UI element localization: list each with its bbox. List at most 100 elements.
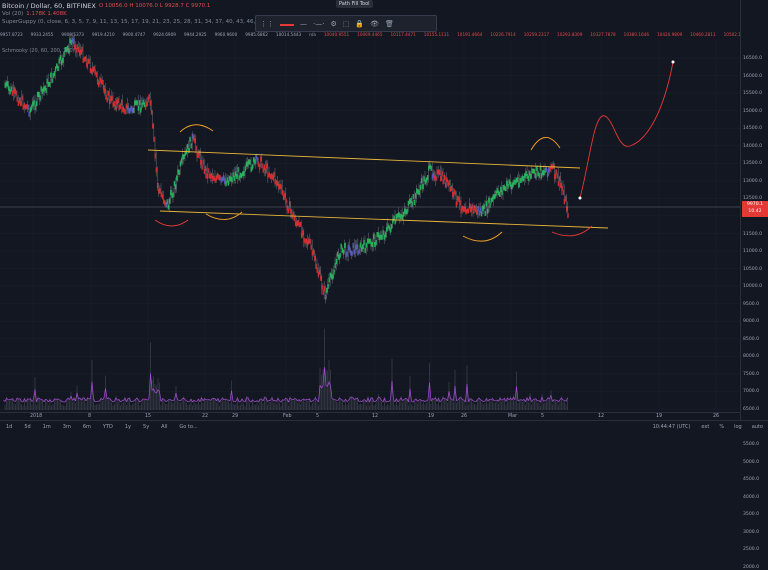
price-tick-label: 10500.0 [743, 267, 762, 272]
timeframe-button[interactable]: Go to... [173, 424, 203, 430]
toolbar-tooltip: Path Fill Tool [336, 0, 373, 8]
line-width-button[interactable]: — [300, 20, 307, 28]
scale-option-button[interactable]: auto [747, 424, 768, 430]
line-color-button[interactable] [280, 20, 294, 28]
price-tick-label: 15000.0 [743, 109, 762, 114]
head-shoulder-arc-2[interactable] [531, 137, 560, 150]
indicator-value: n/a [309, 32, 316, 40]
time-tick-label: 12 [598, 414, 604, 419]
drawing-toolbar: ⋮⋮ — ·—· ⚙ ⬚ 🔒 👁 🗑 [255, 15, 437, 32]
price-tick-label: 2500.0 [743, 547, 759, 552]
indicator-value: 9985.6862 [245, 32, 268, 40]
line-style-button[interactable]: ·—· [313, 20, 324, 28]
indicator-value: 9933.2455 [31, 32, 54, 40]
volume-indicator-values: 1.178K 1.408K [26, 10, 66, 18]
schmooky-indicator-label[interactable]: Schmooky (20, 60, 200, 200) [2, 48, 75, 54]
indicator-value: 10420.9809 [657, 32, 682, 40]
price-tick-label: 13000.0 [743, 179, 762, 184]
ohlc-values: O 10056.0 H 10076.0 L 9928.7 C 9970.1 [99, 2, 211, 10]
indicator-value: 9960.9600 [215, 32, 238, 40]
timeframe-button[interactable]: 1d [0, 424, 18, 430]
channel-upper-line[interactable] [148, 150, 580, 168]
projection-end-dot[interactable] [672, 61, 675, 64]
indicator-value: 10380.1646 [624, 32, 649, 40]
indicator-value: 10117.4471 [390, 32, 415, 40]
price-series [5, 32, 569, 303]
indicator-value: 9924.6909 [153, 32, 176, 40]
symbol-title[interactable]: Bitcoin / Dollar, 60, BITFINEX [2, 2, 96, 10]
timeframe-button[interactable]: All [155, 424, 173, 430]
price-tick-label: 10000.0 [743, 284, 762, 289]
price-tick-label: 13500.0 [743, 161, 762, 166]
settings-icon[interactable]: ⚙ [330, 20, 336, 28]
time-tick-label: 22 [202, 414, 208, 419]
clone-icon[interactable]: ⬚ [343, 20, 350, 28]
scale-option-button[interactable]: log [729, 424, 747, 430]
time-tick-label: 12 [372, 414, 378, 419]
time-tick-label: 5 [316, 414, 319, 419]
time-tick-label: Mar [508, 414, 517, 419]
volume-indicator-label[interactable]: Vol (20) [2, 10, 23, 18]
timeframe-button[interactable]: 1y [119, 424, 137, 430]
price-tick-label: 11500.0 [743, 232, 762, 237]
price-tick-label: 16000.0 [743, 74, 762, 79]
lock-icon[interactable]: 🔒 [355, 20, 364, 28]
current-price-countdown: 10.42 [742, 208, 768, 215]
timeframe-button[interactable]: YTD [97, 424, 119, 430]
time-tick-label: Feb [283, 414, 292, 419]
price-tick-label: 7000.0 [743, 389, 759, 394]
timeframe-button[interactable]: 5y [137, 424, 155, 430]
price-tick-label: 9500.0 [743, 302, 759, 307]
indicator-value: 10259.2317 [524, 32, 549, 40]
chart-canvas[interactable] [0, 0, 768, 432]
indicator-value: 9900.4747 [123, 32, 146, 40]
indicator-value: 10293.8309 [557, 32, 582, 40]
time-tick-label: 2018 [30, 414, 42, 419]
time-tick-label: 19 [656, 414, 662, 419]
indicator-value: 10191.4664 [457, 32, 482, 40]
indicator-value: 9957.8723 [0, 32, 23, 40]
price-tick-label: 15500.0 [743, 91, 762, 96]
trash-icon[interactable]: 🗑 [385, 20, 394, 28]
projection-start-dot[interactable] [579, 197, 582, 200]
price-tick-label: 5000.0 [743, 460, 759, 465]
timeframe-button[interactable]: 1m [37, 424, 57, 430]
current-price-value: 9970.1 [742, 201, 768, 208]
drag-handle-icon[interactable]: ⋮⋮ [260, 20, 274, 28]
time-tick-label: 19 [428, 414, 434, 419]
indicator-value: 10460.2811 [690, 32, 715, 40]
indicator-value: 9944.2925 [184, 32, 207, 40]
price-tick-label: 8000.0 [743, 354, 759, 359]
time-tick-label: 26 [461, 414, 467, 419]
price-tick-label: 5500.0 [743, 442, 759, 447]
indicator-value: 10502.1207 [724, 32, 740, 40]
timeframe-button[interactable]: 5d [18, 424, 36, 430]
time-tick-label: 5 [541, 414, 544, 419]
price-tick-label: 14500.0 [743, 126, 762, 131]
price-tick-label: 4500.0 [743, 477, 759, 482]
red-arc-1[interactable] [155, 220, 188, 226]
utc-clock[interactable]: 10:44:47 (UTC) [653, 424, 691, 430]
indicator-value: 10040.9551 [324, 32, 349, 40]
indicator-value: 10155.1131 [424, 32, 449, 40]
price-tick-label: 3500.0 [743, 512, 759, 517]
timeframe-button[interactable]: 3m [57, 424, 77, 430]
indicator-value: 10327.7878 [590, 32, 615, 40]
visibility-icon[interactable]: 👁 [370, 20, 379, 28]
price-tick-label: 8500.0 [743, 337, 759, 342]
price-tick-label: 9000.0 [743, 319, 759, 324]
price-tick-label: 16500.0 [743, 56, 762, 61]
price-tick-label: 3000.0 [743, 530, 759, 535]
user-drawings [0, 61, 740, 242]
volume-pane [4, 329, 568, 410]
indicator-value: 9919.4210 [92, 32, 115, 40]
timeframe-button[interactable]: 6m [77, 424, 97, 430]
price-tick-label: 7500.0 [743, 372, 759, 377]
scale-option-button[interactable]: % [714, 424, 729, 430]
indicator-value: 10226.7914 [490, 32, 515, 40]
indicator-value: 10069.4465 [357, 32, 382, 40]
scale-option-button[interactable]: ext [696, 424, 714, 430]
indicator-value: 9909.5373 [61, 32, 84, 40]
price-tick-label: 4000.0 [743, 495, 759, 500]
